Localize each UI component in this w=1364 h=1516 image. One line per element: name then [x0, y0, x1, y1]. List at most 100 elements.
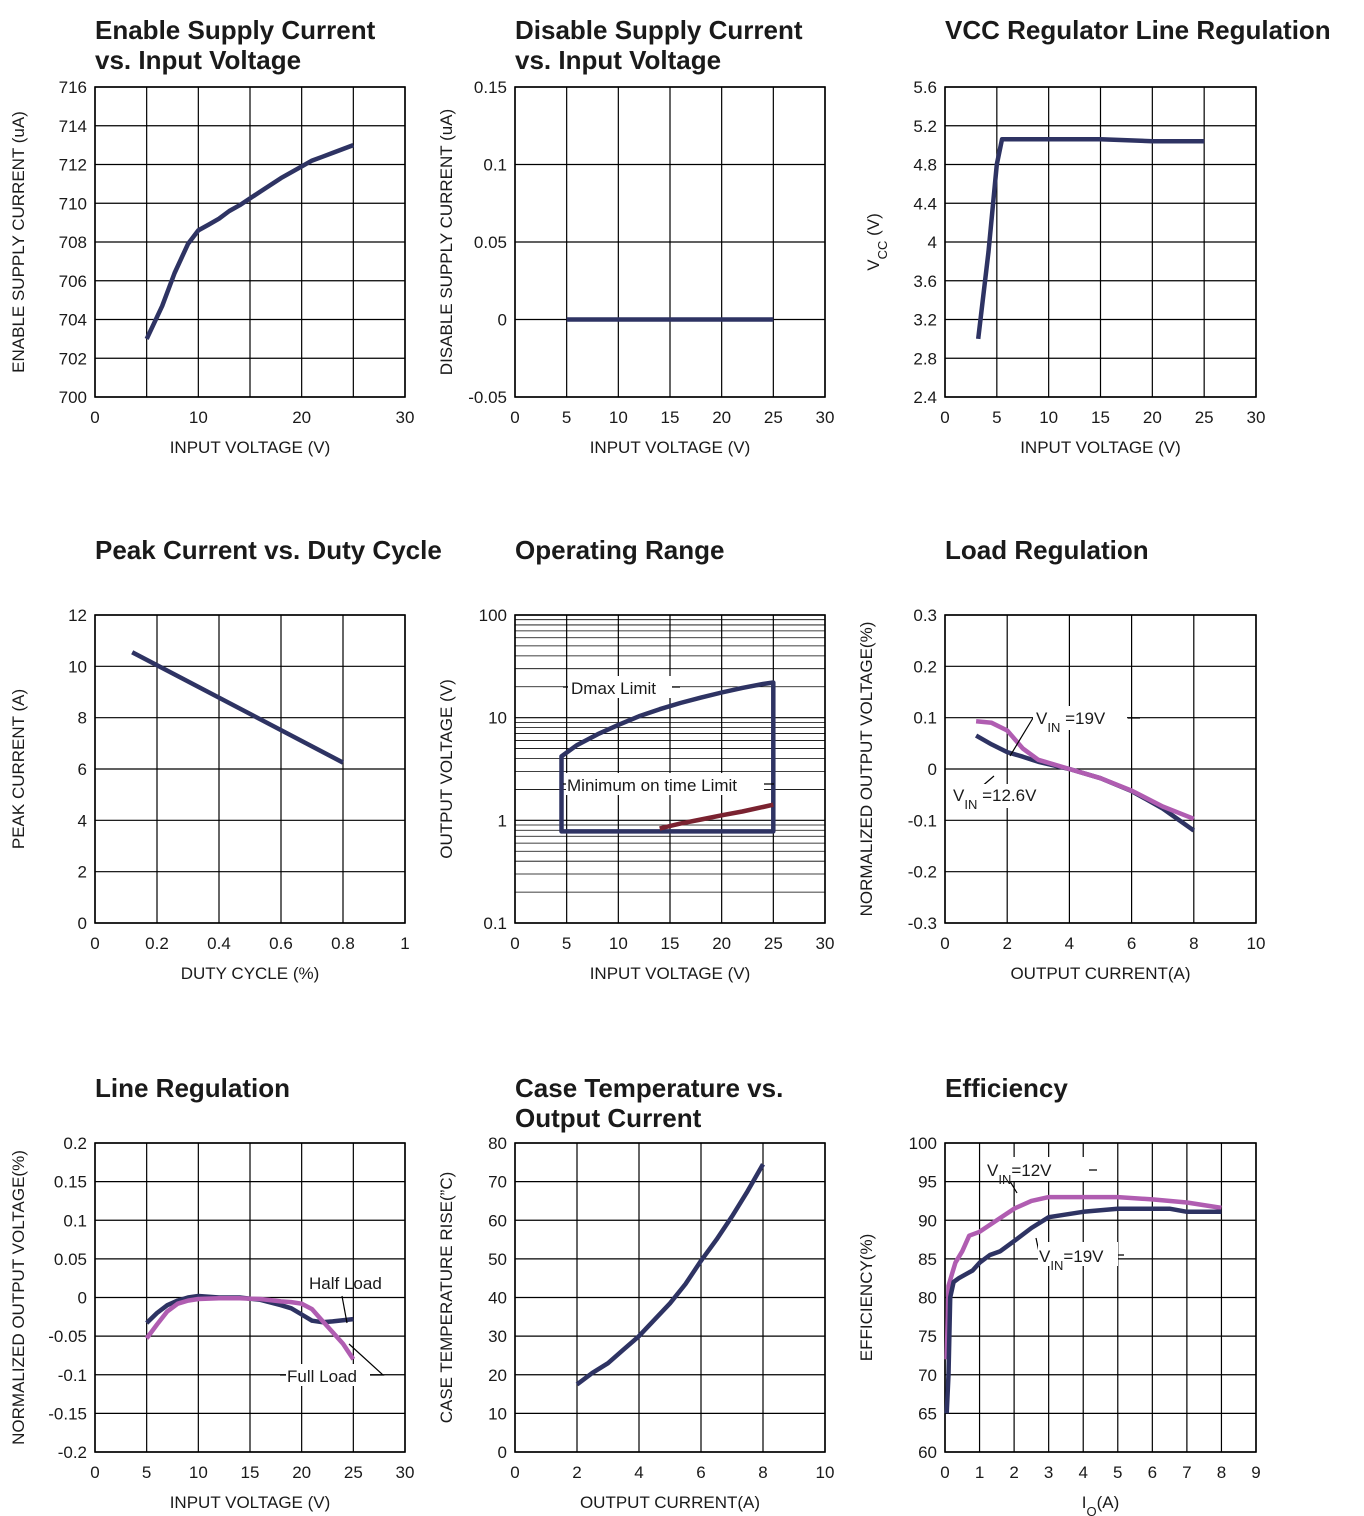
y-tick-label: 4.8	[913, 156, 937, 175]
x-tick-label: 0	[940, 408, 949, 427]
plot-frame	[944, 86, 1257, 398]
x-tick-label: 10	[1039, 408, 1058, 427]
chart-title: Operating Range	[515, 535, 724, 565]
series-line-1	[974, 733, 1196, 833]
x-tick-label: 7	[1182, 1463, 1191, 1482]
y-tick-label: 80	[488, 1134, 507, 1153]
chart-title: Efficiency	[945, 1073, 1068, 1103]
x-tick-label: 0	[510, 1463, 519, 1482]
y-tick-label: 710	[59, 194, 87, 213]
x-tick-label: 1	[975, 1463, 984, 1482]
chart-4: Peak Current vs. Duty Cycle 0 0.2 0.4 0.6 0.8…	[9, 535, 442, 983]
x-tick-label: 20	[712, 934, 731, 953]
annotation-background	[568, 676, 672, 698]
y-tick-label: 75	[918, 1327, 937, 1346]
x-tick-label: 30	[396, 408, 415, 427]
chart-title: Line Regulation	[95, 1073, 290, 1103]
x-tick-label: 25	[764, 408, 783, 427]
y-tick-label: 5.6	[913, 78, 937, 97]
x-tick-label: 4	[1078, 1463, 1087, 1482]
x-tick-label: 8	[1217, 1463, 1226, 1482]
series-line-1	[975, 137, 1205, 340]
y-tick-label: 702	[59, 349, 87, 368]
y-tick-label: 65	[918, 1404, 937, 1423]
y-tick-label: 2	[78, 863, 87, 882]
chart-3: VCC Regulator Line Regulation 0 5 10 15 20 25 3…	[864, 15, 1331, 457]
y-tick-label: 12	[68, 606, 87, 625]
annotation: Minimum on time Limit	[563, 773, 774, 795]
x-tick-label: 20	[292, 1463, 311, 1482]
y-tick-label: 0.15	[54, 1173, 87, 1192]
y-tick-label: 10	[68, 657, 87, 676]
y-tick-label: 0.05	[54, 1250, 87, 1269]
x-tick-label: 20	[1143, 408, 1162, 427]
gridlines	[944, 614, 1257, 924]
annotation-background	[566, 773, 764, 795]
y-tick-label: 708	[59, 233, 87, 252]
series-line-1	[131, 650, 345, 765]
annotation-text: Full Load	[287, 1367, 357, 1386]
plot-frame	[94, 86, 406, 398]
annotation: VIN=19V	[1035, 1237, 1124, 1273]
x-tick-label: 0.6	[269, 934, 293, 953]
series-line-1	[144, 142, 355, 340]
y-tick-label: 95	[918, 1173, 937, 1192]
plot-frame	[94, 614, 406, 924]
y-tick-label: 90	[918, 1211, 937, 1230]
y-axis-label: CASE TEMPERATURE RISE(”C)	[437, 1172, 456, 1424]
x-tick-label: 0.8	[331, 934, 355, 953]
chart-title: Peak Current vs. Duty Cycle	[95, 535, 442, 565]
y-tick-label: 704	[59, 311, 87, 330]
y-axis-label: NORMALIZED OUTPUT VOLTAGE(%)	[857, 622, 876, 917]
y-tick-label: 5.2	[913, 117, 937, 136]
x-axis-label: INPUT VOLTAGE (V)	[590, 438, 751, 457]
gridlines	[94, 86, 406, 398]
x-tick-label: 2	[572, 1463, 581, 1482]
y-tick-label: 4.4	[913, 194, 937, 213]
annotation-leader	[1009, 717, 1140, 757]
y-tick-label: 2.4	[913, 388, 937, 407]
y-tick-label: -0.15	[48, 1404, 87, 1423]
y-tick-label: 1	[498, 811, 507, 830]
y-tick-label: 0.2	[63, 1134, 87, 1153]
y-axis-label: ENABLE SUPPLY CURRENT (uA)	[9, 111, 28, 373]
series-line-1	[559, 680, 776, 834]
chart-title: Output Current	[515, 1103, 702, 1133]
y-tick-label: 100	[479, 606, 507, 625]
gridlines	[94, 614, 406, 924]
y-tick-label: 0.05	[474, 233, 507, 252]
x-tick-label: 30	[396, 1463, 415, 1482]
plot-frame	[944, 1142, 1257, 1453]
annotation-text: VIN=19V	[1039, 1247, 1104, 1273]
gridlines	[514, 1142, 826, 1453]
chart-title: vs. Input Voltage	[515, 45, 721, 75]
y-tick-label: 2.8	[913, 349, 937, 368]
x-tick-label: 10	[189, 408, 208, 427]
plot-frame	[944, 614, 1257, 924]
x-tick-label: 9	[1251, 1463, 1260, 1482]
y-tick-label: 0	[498, 311, 507, 330]
y-tick-label: 30	[488, 1327, 507, 1346]
x-tick-label: 3	[1044, 1463, 1053, 1482]
y-axis-label: NORMALIZED OUTPUT VOLTAGE(%)	[9, 1150, 28, 1445]
chart-title: Enable Supply Current	[95, 15, 376, 45]
y-tick-label: 0	[78, 914, 87, 933]
series-line-2	[975, 719, 1195, 821]
x-axis-label: OUTPUT CURRENT(A)	[1010, 964, 1190, 983]
y-tick-label: 85	[918, 1250, 937, 1269]
annotation: VIN =19V	[1009, 706, 1140, 757]
x-axis-label: DUTY CYCLE (%)	[181, 964, 320, 983]
y-tick-label: 60	[918, 1443, 937, 1462]
y-tick-label: -0.1	[908, 811, 937, 830]
y-tick-label: 716	[59, 78, 87, 97]
y-tick-label: 0.15	[474, 78, 507, 97]
x-tick-label: 2	[1009, 1463, 1018, 1482]
y-tick-label: 712	[59, 156, 87, 175]
gridlines	[944, 1142, 1257, 1453]
x-tick-label: 5	[992, 408, 1001, 427]
x-axis-label: INPUT VOLTAGE (V)	[590, 964, 751, 983]
x-tick-label: 20	[712, 408, 731, 427]
y-tick-label: 0	[78, 1289, 87, 1308]
